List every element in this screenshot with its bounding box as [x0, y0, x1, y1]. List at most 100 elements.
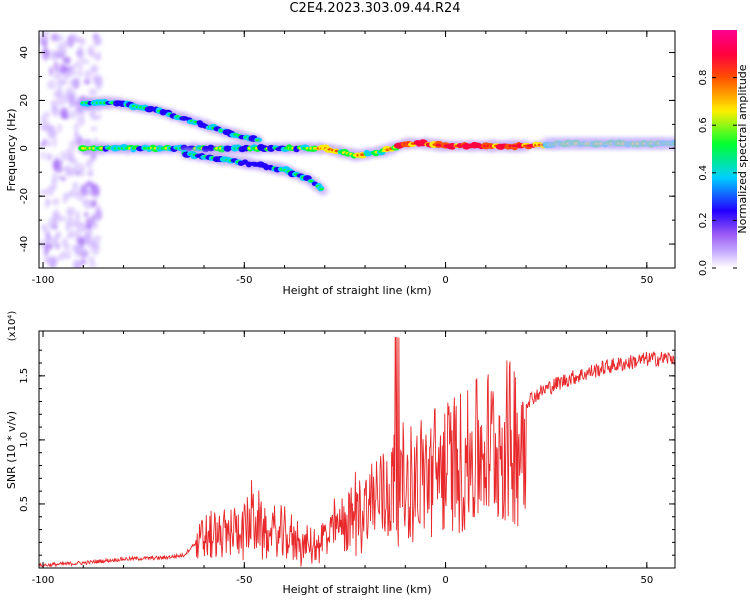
- noise-speckle: [50, 99, 59, 106]
- spectral-core: [218, 129, 224, 132]
- noise-speckle: [57, 175, 64, 180]
- noise-speckle: [88, 88, 98, 97]
- spectral-core: [360, 153, 365, 156]
- noise-speckle: [68, 230, 78, 239]
- noise-speckle: [52, 158, 63, 168]
- noise-speckle: [88, 262, 97, 268]
- heatmap-branch-upper: [78, 95, 265, 147]
- noise-speckle: [93, 40, 101, 46]
- noise-speckle: [69, 80, 75, 86]
- x-tick-label: 50: [640, 275, 653, 286]
- noise-speckle: [53, 50, 58, 61]
- noise-speckle: [60, 78, 68, 86]
- noise-speckle: [92, 198, 98, 203]
- snr-y-axis-label: SNR (10 * v/v): [5, 411, 18, 489]
- noise-speckle: [74, 247, 81, 258]
- x-tick-label: 50: [640, 575, 653, 586]
- noise-speckle: [53, 60, 59, 72]
- noise-speckle: [74, 210, 81, 222]
- page-title: C2E4.2023.303.09.44.R24: [289, 1, 461, 16]
- noise-speckle: [59, 215, 67, 222]
- heatmap-axes: -100 -50 0 50 -40 -20 0 20 40: [19, 31, 675, 286]
- spectral-cell: [147, 105, 155, 111]
- heatmap-noise: [39, 31, 103, 268]
- spectral-core: [254, 138, 260, 142]
- snr-axes: -100 -50 0 50 0.5 1.0 1.5: [19, 331, 675, 586]
- snr-x-axis-label: Height of straight line (km): [282, 583, 431, 596]
- y-tick-label: 1.0: [19, 432, 30, 448]
- noise-speckle: [74, 163, 85, 174]
- spectral-core: [308, 179, 313, 183]
- noise-speckle: [55, 85, 63, 97]
- noise-speckle: [90, 126, 98, 132]
- noise-speckle: [84, 233, 89, 243]
- noise-speckle: [49, 66, 54, 77]
- noise-speckle: [45, 256, 56, 265]
- noise-speckle: [88, 256, 95, 264]
- heatmap-plot-area: [39, 31, 675, 268]
- colorbar-tick-label: 0.4: [698, 165, 709, 181]
- x-tick-label: 0: [442, 575, 448, 586]
- snr-frame: [38, 330, 676, 569]
- colorbar-tick-label: 0.0: [698, 260, 709, 276]
- noise-speckle: [41, 151, 46, 160]
- noise-speckle: [46, 139, 52, 148]
- snr-plot-area: [39, 336, 675, 568]
- noise-speckle: [54, 34, 64, 43]
- noise-speckle: [62, 40, 71, 48]
- noise-speckle: [40, 142, 47, 147]
- noise-speckle: [87, 172, 93, 177]
- noise-speckle: [69, 139, 77, 150]
- noise-speckle: [73, 219, 81, 229]
- noise-speckle: [87, 157, 96, 164]
- noise-speckle: [92, 74, 97, 81]
- noise-speckle: [74, 130, 79, 143]
- noise-speckle: [89, 44, 95, 56]
- noise-speckle: [69, 166, 77, 175]
- noise-speckle: [43, 248, 49, 257]
- noise-speckle: [41, 119, 51, 131]
- noise-speckle: [64, 250, 72, 260]
- noise-speckle: [65, 206, 76, 216]
- noise-speckle: [93, 235, 102, 242]
- spectral-core: [99, 147, 104, 150]
- x-tick-label: 0: [442, 275, 448, 286]
- noise-speckle: [64, 148, 75, 160]
- noise-speckle: [52, 172, 58, 181]
- y-tick-label: -20: [19, 188, 30, 204]
- noise-speckle: [76, 108, 86, 118]
- noise-speckle: [90, 243, 100, 256]
- snr-scale-label: (x10⁴): [7, 311, 18, 342]
- noise-speckle: [63, 243, 71, 251]
- colorbar-tick-label: 0.6: [698, 117, 709, 133]
- y-tick-label: 0: [19, 145, 30, 151]
- noise-speckle: [67, 68, 77, 77]
- noise-speckle: [44, 231, 51, 241]
- noise-speckle: [77, 238, 86, 248]
- noise-speckle: [40, 114, 47, 123]
- colorbar-tick-label: 0.8: [698, 70, 709, 86]
- noise-speckle: [51, 107, 61, 117]
- noise-speckle: [57, 123, 63, 133]
- noise-speckle: [83, 70, 93, 79]
- noise-speckle: [47, 218, 57, 229]
- noise-speckle: [67, 95, 77, 105]
- noise-speckle: [90, 115, 99, 121]
- noise-speckle: [77, 49, 85, 62]
- noise-speckle: [68, 110, 77, 119]
- noise-speckle: [44, 242, 54, 250]
- noise-speckle: [77, 70, 83, 78]
- snr-series-line: [39, 336, 675, 568]
- noise-speckle: [73, 123, 80, 131]
- noise-speckle: [83, 188, 91, 196]
- noise-speckle: [45, 200, 52, 205]
- noise-speckle: [49, 237, 57, 244]
- colorbar-tick-label: 0.2: [698, 212, 709, 228]
- noise-speckle: [81, 199, 90, 205]
- colorbar: [712, 30, 737, 268]
- noise-speckle: [95, 204, 102, 215]
- noise-speckle: [96, 84, 102, 90]
- noise-speckle: [55, 231, 62, 236]
- noise-speckle: [40, 34, 49, 42]
